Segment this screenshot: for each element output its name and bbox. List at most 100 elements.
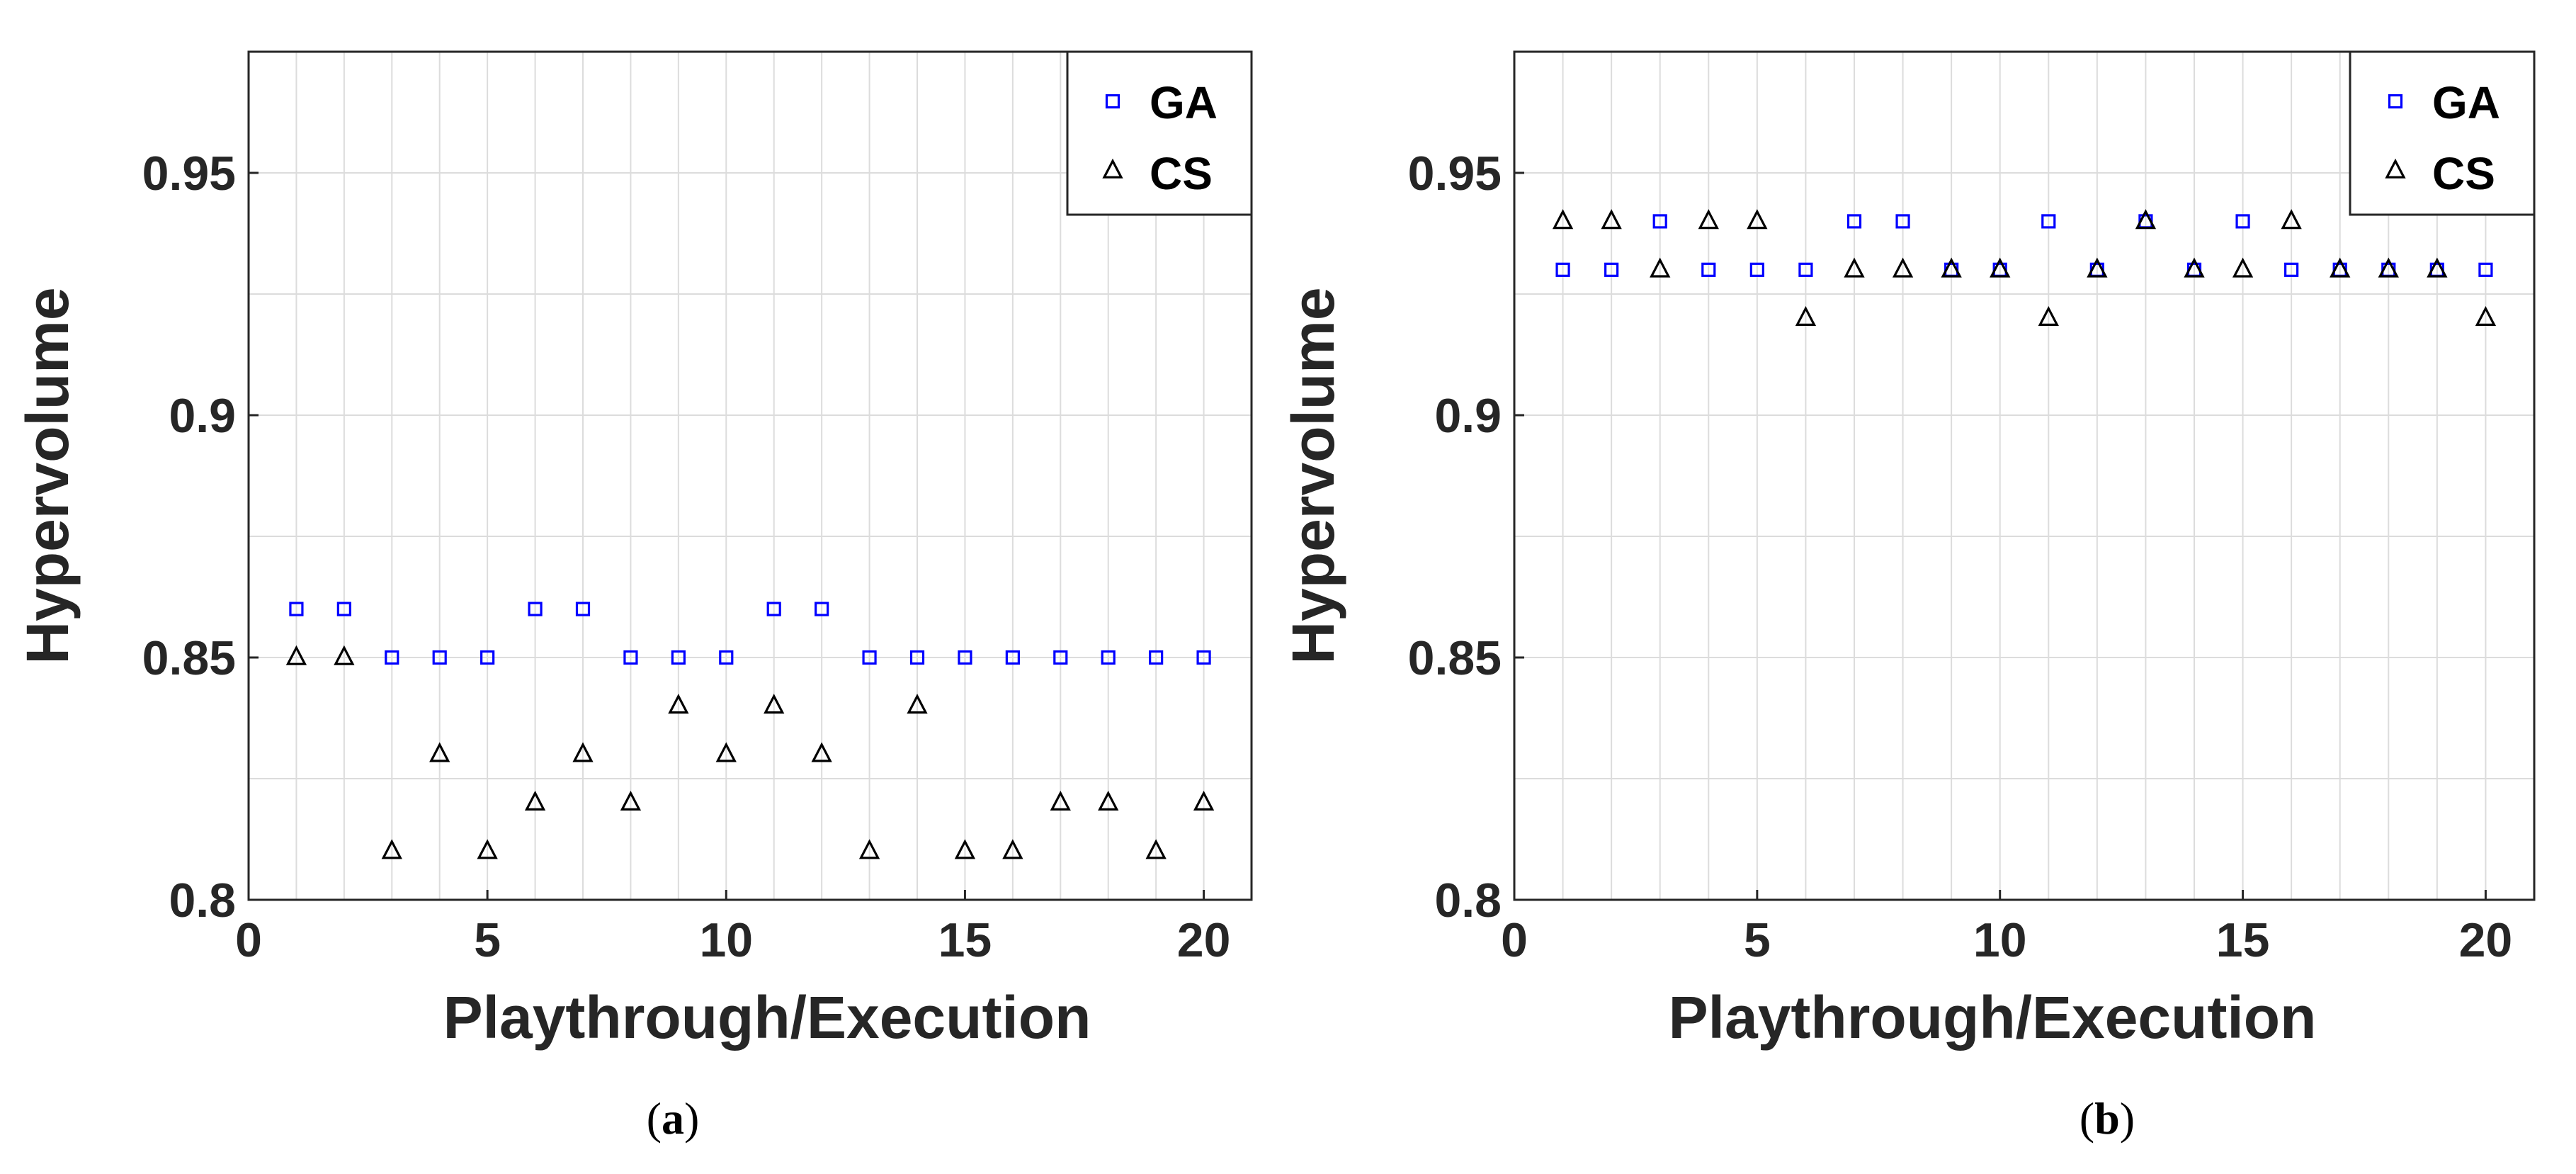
data-point-cs (381, 839, 402, 859)
data-point-ga (1101, 650, 1116, 665)
grid-lines (1514, 52, 2534, 901)
x-tick-label: 5 (1744, 913, 1771, 967)
data-point-cs (668, 694, 689, 714)
data-point-cs (954, 839, 976, 859)
y-tick-label: 0.85 (1408, 631, 1502, 685)
panel-caption-b: (b) (2079, 1093, 2135, 1144)
data-point-cs (1747, 209, 1768, 230)
data-point-cs (1990, 257, 2011, 278)
data-point-ga (432, 650, 447, 665)
data-point-ga (719, 650, 734, 665)
chart-panel-a: 0.8 0.85 0.9 0.95 0 5 10 15 20 Hypervolume Play… (14, 50, 1253, 1144)
x-tick-label: 10 (699, 913, 753, 967)
x-tick-label: 0 (1501, 913, 1528, 967)
data-point-ga (528, 602, 543, 616)
data-marks (1552, 209, 2497, 326)
y-tick-label: 0.9 (1434, 389, 1502, 443)
x-tick-label: 15 (2216, 913, 2270, 967)
data-point-cs (2281, 209, 2302, 230)
grid-lines (249, 52, 1252, 901)
data-point-cs (907, 694, 928, 714)
y-tick-label: 0.95 (142, 147, 236, 201)
data-point-ga (2235, 214, 2250, 229)
y-axis-label: Hypervolume (14, 287, 81, 664)
data-point-cs (620, 790, 642, 811)
y-tick-label: 0.85 (142, 631, 236, 685)
data-point-cs (1795, 305, 1817, 326)
data-point-ga (1701, 262, 1716, 277)
data-point-cs (572, 742, 594, 762)
data-point-ga (385, 650, 399, 665)
data-point-ga (2041, 214, 2056, 229)
data-point-cs (2038, 305, 2059, 326)
data-point-ga (2478, 262, 2493, 277)
data-point-cs (524, 790, 546, 811)
data-point-cs (2087, 257, 2108, 278)
data-point-cs (2184, 257, 2205, 278)
x-axis: 0 5 10 15 20 (235, 890, 1230, 967)
legend-marker-ga-shape (2388, 94, 2403, 109)
data-point-ga (1005, 650, 1020, 665)
data-point-cs (1698, 209, 1719, 230)
plot-area (1513, 50, 2536, 901)
data-point-ga (1196, 650, 1211, 665)
legend-label-ga: GA (2432, 77, 2500, 128)
data-point-cs (1193, 790, 1215, 811)
data-point-ga (1053, 650, 1068, 665)
data-point-cs (811, 742, 832, 762)
data-point-cs (477, 839, 498, 859)
y-tick-label: 0.8 (1434, 874, 1502, 927)
data-point-ga (766, 602, 781, 616)
data-point-ga (1555, 262, 1570, 277)
data-point-ga (1749, 262, 1764, 277)
legend-marker-ga (2388, 94, 2403, 109)
legend-box (1066, 50, 1253, 216)
data-point-ga (909, 650, 925, 665)
legend-marker-cs (2385, 158, 2406, 179)
y-axis: 0.8 0.85 0.9 0.95 (1408, 147, 1524, 927)
legend-marker-cs-shape (2385, 158, 2406, 179)
data-point-cs (715, 742, 737, 762)
x-tick-label: 20 (1177, 913, 1231, 967)
data-point-ga (575, 602, 591, 616)
legend-label-ga: GA (1150, 77, 1218, 128)
plot-area (247, 50, 1253, 901)
x-axis-label: Playthrough/Execution (1669, 984, 2317, 1051)
data-point-cs (2427, 257, 2448, 278)
data-point-cs (2330, 257, 2351, 278)
legend-label-cs: CS (2432, 148, 2495, 199)
data-point-ga (1149, 650, 1164, 665)
data-point-cs (764, 694, 785, 714)
data-point-ga (2284, 262, 2299, 277)
legend-label-cs: CS (1150, 148, 1213, 199)
data-marks (285, 602, 1215, 859)
data-point-cs (334, 645, 355, 665)
data-point-ga (480, 650, 495, 665)
data-point-ga (1798, 262, 1813, 277)
data-point-cs (1601, 209, 1622, 230)
panel-caption-a: (a) (647, 1093, 700, 1144)
x-tick-label: 5 (474, 913, 501, 967)
data-point-ga (1652, 214, 1667, 229)
legend-marker-ga (1105, 94, 1120, 109)
x-tick-label: 0 (235, 913, 262, 967)
data-point-ga (1604, 262, 1619, 277)
data-point-cs (1844, 257, 1865, 278)
data-point-ga (815, 602, 829, 616)
data-point-ga (671, 650, 686, 665)
data-point-cs (1098, 790, 1119, 811)
data-point-cs (1941, 257, 1962, 278)
data-point-cs (858, 839, 880, 859)
data-point-ga (623, 650, 638, 665)
legend-marker-cs (1102, 158, 1123, 179)
data-point-cs (2232, 257, 2254, 278)
data-point-cs (2378, 257, 2399, 278)
y-tick-label: 0.95 (1408, 147, 1502, 201)
legend-marker-ga-shape (1105, 94, 1120, 109)
data-point-ga (1846, 214, 1862, 229)
x-tick-label: 20 (2459, 913, 2513, 967)
legend: GA CS (1066, 50, 1253, 216)
x-axis-label: Playthrough/Execution (443, 984, 1091, 1051)
data-point-cs (1552, 209, 1574, 230)
